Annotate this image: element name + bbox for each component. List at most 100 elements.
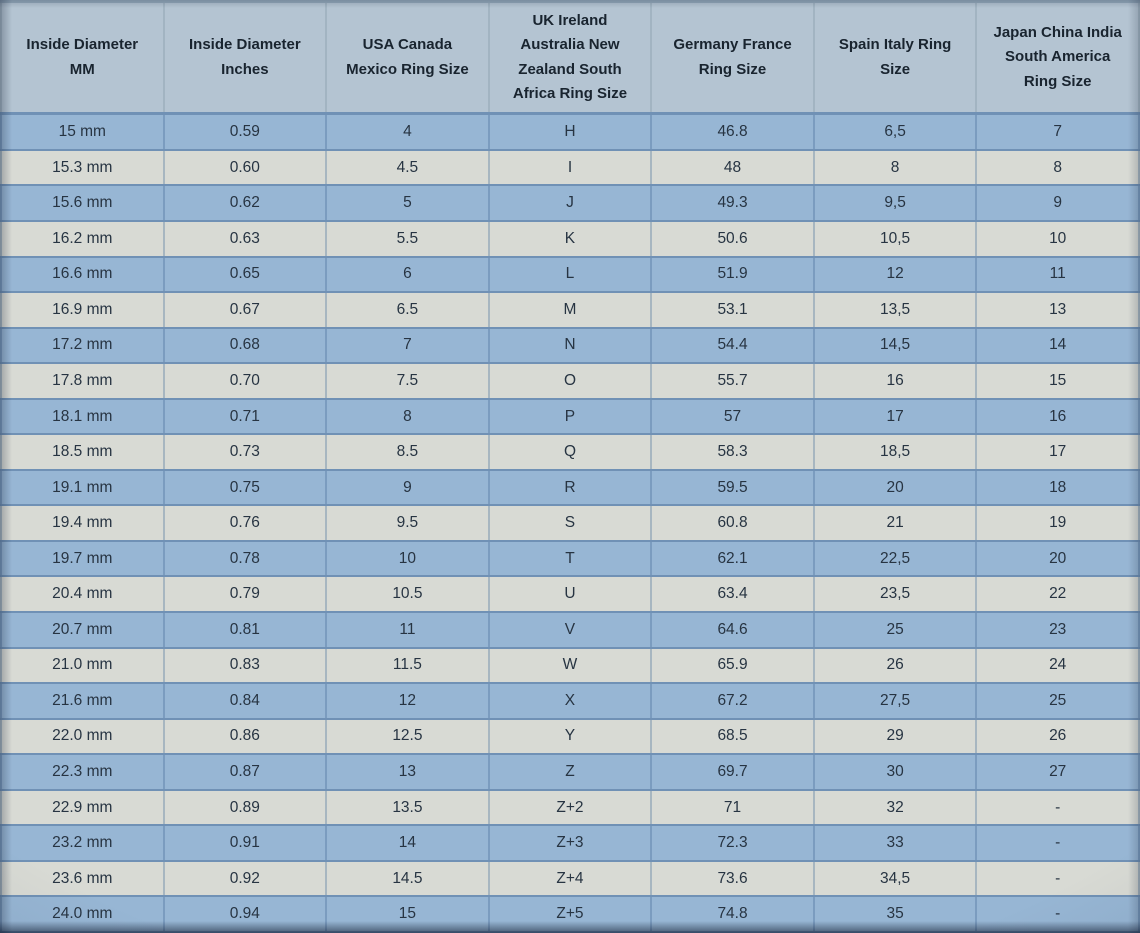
table-cell: 63.4 bbox=[650, 575, 815, 614]
table-cell: 0.84 bbox=[162, 682, 328, 720]
table-cell: 25 bbox=[812, 611, 978, 649]
table-cell: 8 bbox=[812, 148, 978, 187]
table-cell: 10 bbox=[325, 539, 490, 578]
table-cell: 0.94 bbox=[162, 895, 328, 933]
table-cell: 13.5 bbox=[325, 788, 490, 827]
table-row: 15.3 mm 0.60 4.5 I 48 8 8 bbox=[0, 148, 1140, 187]
table-row: 15.6 mm 0.62 5 J 49.3 9,5 9 bbox=[0, 184, 1140, 223]
table-cell: 46.8 bbox=[650, 112, 815, 151]
table-cell: 0.78 bbox=[162, 539, 328, 578]
table-cell: N bbox=[487, 326, 653, 365]
table-cell: 27 bbox=[975, 753, 1140, 791]
table-cell: 24.0 mm bbox=[0, 895, 165, 933]
table-row: 19.7 mm 0.78 10 T 62.1 22,5 20 bbox=[0, 539, 1140, 578]
table-cell: 59.5 bbox=[650, 468, 815, 507]
table-row: 16.2 mm 0.63 5.5 K 50.6 10,5 10 bbox=[0, 220, 1140, 258]
table-cell: 4.5 bbox=[325, 148, 490, 187]
table-row: 17.8 mm 0.70 7.5 O 55.7 16 15 bbox=[0, 362, 1140, 400]
table-cell: 0.89 bbox=[162, 788, 328, 827]
table-row: 20.7 mm 0.81 11 V 64.6 25 23 bbox=[0, 611, 1140, 649]
table-cell: 12.5 bbox=[325, 717, 490, 756]
table-cell: 13 bbox=[325, 753, 490, 791]
table-cell: 15 mm bbox=[0, 112, 165, 151]
table-cell: 0.71 bbox=[162, 397, 328, 436]
table-cell: X bbox=[487, 682, 653, 720]
table-cell: 0.59 bbox=[162, 112, 328, 151]
table-cell: 12 bbox=[325, 682, 490, 720]
table-cell: 9,5 bbox=[812, 184, 978, 223]
table-cell: - bbox=[975, 859, 1140, 898]
table-cell: Z+3 bbox=[487, 824, 653, 862]
table-cell: T bbox=[487, 539, 653, 578]
table-cell: 0.81 bbox=[162, 611, 328, 649]
table-cell: 16.6 mm bbox=[0, 255, 165, 294]
table-cell: 30 bbox=[812, 753, 978, 791]
table-cell: 0.79 bbox=[162, 575, 328, 614]
table-row: 15 mm 0.59 4 H 46.8 6,5 7 bbox=[0, 112, 1140, 151]
table-cell: 11 bbox=[975, 255, 1140, 294]
table-cell: 17.2 mm bbox=[0, 326, 165, 365]
table-cell: P bbox=[487, 397, 653, 436]
table-cell: 0.63 bbox=[162, 220, 328, 258]
table-cell: 48 bbox=[650, 148, 815, 187]
column-header: Spain Italy Ring Size bbox=[812, 0, 978, 115]
table-cell: M bbox=[487, 291, 653, 329]
table-cell: 22.3 mm bbox=[0, 753, 165, 791]
table-cell: 10.5 bbox=[325, 575, 490, 614]
table-cell: 16.9 mm bbox=[0, 291, 165, 329]
table-cell: 13,5 bbox=[812, 291, 978, 329]
table-row: 23.6 mm 0.92 14.5 Z+4 73.6 34,5- bbox=[0, 859, 1140, 898]
table-cell: - bbox=[975, 788, 1140, 827]
table-cell: O bbox=[487, 362, 653, 400]
table-cell: 0.76 bbox=[162, 504, 328, 542]
table-row: 22.9 mm 0.89 13.5 Z+2 71 32- bbox=[0, 788, 1140, 827]
table-cell: 26 bbox=[812, 646, 978, 685]
table-row: 19.4 mm 0.76 9.5 S 60.8 21 19 bbox=[0, 504, 1140, 542]
table-cell: 62.1 bbox=[650, 539, 815, 578]
table-cell: K bbox=[487, 220, 653, 258]
table-cell: 71 bbox=[650, 788, 815, 827]
table-cell: 29 bbox=[812, 717, 978, 756]
table-cell: 18.5 mm bbox=[0, 433, 165, 471]
table-cell: 11 bbox=[325, 611, 490, 649]
table-cell: 7 bbox=[325, 326, 490, 365]
table-cell: 55.7 bbox=[650, 362, 815, 400]
column-header: Inside Diameter Inches bbox=[162, 0, 328, 115]
table-cell: 68.5 bbox=[650, 717, 815, 756]
table-cell: 0.67 bbox=[162, 291, 328, 329]
table-cell: 10,5 bbox=[812, 220, 978, 258]
table-cell: 21.6 mm bbox=[0, 682, 165, 720]
table-cell: 24 bbox=[975, 646, 1140, 685]
table-cell: 5.5 bbox=[325, 220, 490, 258]
table-row: 22.0 mm 0.86 12.5 Y 68.5 29 26 bbox=[0, 717, 1140, 756]
table-cell: 0.92 bbox=[162, 859, 328, 898]
table-row: 24.0 mm 0.94 15 Z+5 74.8 35- bbox=[0, 895, 1140, 933]
table-cell: 25 bbox=[975, 682, 1140, 720]
table-cell: 0.91 bbox=[162, 824, 328, 862]
table-cell: 0.73 bbox=[162, 433, 328, 471]
table-cell: 16 bbox=[812, 362, 978, 400]
table-cell: 0.86 bbox=[162, 717, 328, 756]
table-cell: 9 bbox=[325, 468, 490, 507]
table-cell: 23.2 mm bbox=[0, 824, 165, 862]
table-cell: 5 bbox=[325, 184, 490, 223]
table-cell: I bbox=[487, 148, 653, 187]
table-cell: 0.68 bbox=[162, 326, 328, 365]
table-cell: 20.4 mm bbox=[0, 575, 165, 614]
table-cell: 13 bbox=[975, 291, 1140, 329]
table-cell: 21.0 mm bbox=[0, 646, 165, 685]
table-cell: 57 bbox=[650, 397, 815, 436]
table-cell: 15 bbox=[325, 895, 490, 933]
column-header: UK Ireland Australia New Zealand South A… bbox=[487, 0, 653, 115]
column-header: Japan China India South America Ring Siz… bbox=[975, 0, 1140, 115]
table-cell: 20 bbox=[812, 468, 978, 507]
table-cell: S bbox=[487, 504, 653, 542]
table-row: 22.3 mm 0.87 13 Z 69.7 30 27 bbox=[0, 753, 1140, 791]
table-cell: 17.8 mm bbox=[0, 362, 165, 400]
table-row: 18.1 mm 0.71 8 P 57 17 16 bbox=[0, 397, 1140, 436]
table-cell: Z bbox=[487, 753, 653, 791]
table-cell: 18 bbox=[975, 468, 1140, 507]
table-cell: 19 bbox=[975, 504, 1140, 542]
